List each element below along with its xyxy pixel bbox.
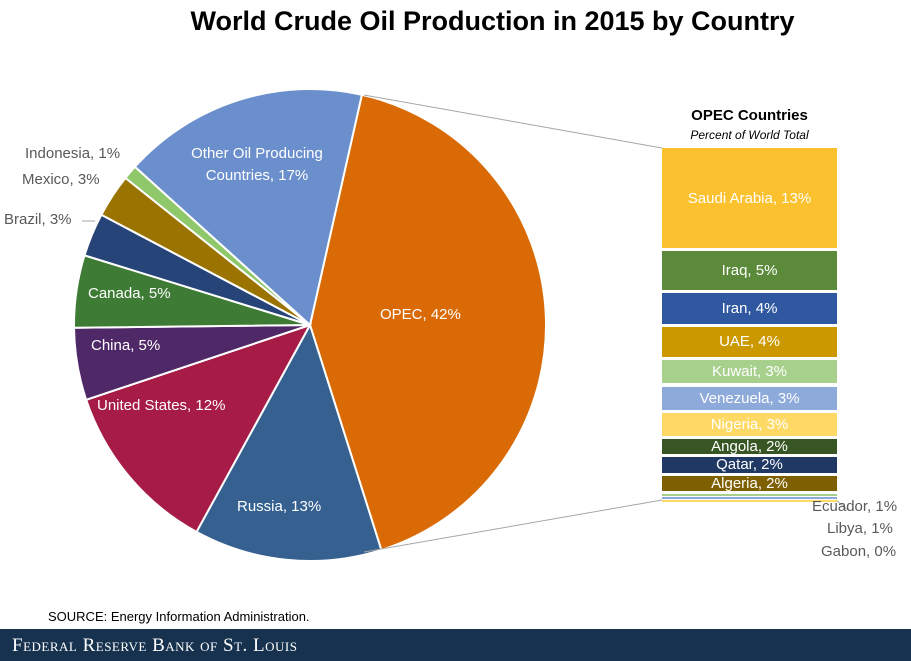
- footer-logo-text: Federal Reserve Bank of St. Louis: [12, 635, 298, 656]
- bar-segment-label: Iraq, 5%: [721, 261, 778, 279]
- bar-label-libya: Libya, 1%: [827, 520, 893, 537]
- connector-line-top: [363, 94, 663, 149]
- pie-slice-russia: [195, 322, 383, 562]
- bar-segment-label: UAE, 4%: [719, 333, 780, 351]
- bar-segment-label: Angola, 2%: [711, 438, 788, 455]
- slice-label-opec: OPEC, 42%: [380, 306, 461, 323]
- bar-segment-label: Iran, 4%: [721, 299, 778, 317]
- footer-bar: Federal Reserve Bank of St. Louis: [0, 629, 911, 661]
- slice-label-brazil: Brazil, 3%: [4, 211, 72, 228]
- bar-segment-label: Qatar, 2%: [716, 457, 783, 473]
- slice-label-mexico: Mexico, 3%: [22, 171, 100, 188]
- bar-label-ecuador: Ecuador, 1%: [812, 498, 898, 515]
- slice-label-russia: Russia, 13%: [237, 498, 322, 515]
- bar-segment-nigeria: Nigeria, 3%: [662, 412, 837, 436]
- bar-segment-algeria: Algeria, 2%: [662, 475, 837, 491]
- bar-segment-angola: Angola, 2%: [662, 438, 837, 455]
- bar-segment-label: Venezuela, 3%: [699, 389, 800, 407]
- breakout-title: OPEC Countries: [691, 107, 808, 124]
- bar-segment-saudi-arabia: Saudi Arabia, 13%: [662, 148, 837, 249]
- bar-segment-label: Nigeria, 3%: [710, 415, 789, 433]
- bar-segment-gabon: [662, 500, 837, 502]
- pie-slice-opec: [308, 93, 547, 552]
- bar-segment-label: Saudi Arabia, 13%: [687, 189, 812, 207]
- pie-slice-other-oil-producing-countries: [133, 88, 364, 327]
- bar-segment-iran: Iran, 4%: [662, 292, 837, 324]
- bar-segment-label: Algeria, 2%: [711, 475, 788, 491]
- connector-line-bottom: [363, 499, 663, 553]
- chart-title: World Crude Oil Production in 2015 by Co…: [190, 6, 795, 36]
- bar-segment-venezuela: Venezuela, 3%: [662, 386, 837, 410]
- slice-label-other: Other Oil Producing Countries, 17%: [191, 145, 323, 184]
- bar-segment-label: Kuwait, 3%: [711, 363, 788, 381]
- bar-segment-qatar: Qatar, 2%: [662, 457, 837, 473]
- leader-line-ecuador: [835, 499, 849, 511]
- bar-segment-kuwait: Kuwait, 3%: [662, 360, 837, 384]
- slice-label-indonesia: Indonesia, 1%: [25, 145, 121, 162]
- bar-segment-libya: [662, 497, 837, 499]
- slice-label-canada: Canada, 5%: [88, 285, 171, 302]
- bar-segment-iraq: Iraq, 5%: [662, 251, 837, 290]
- bar-segment-ecuador: [662, 494, 837, 496]
- slice-label-china: China, 5%: [91, 337, 161, 354]
- bar-label-gabon: Gabon, 0%: [821, 543, 897, 560]
- pie-slice-united-states: [84, 323, 313, 534]
- slice-label-united-states: United States, 12%: [97, 397, 226, 414]
- source-note: SOURCE: Energy Information Administratio…: [48, 609, 310, 624]
- bar-segment-uae: UAE, 4%: [662, 326, 837, 358]
- breakout-subtitle: Percent of World Total: [690, 128, 809, 142]
